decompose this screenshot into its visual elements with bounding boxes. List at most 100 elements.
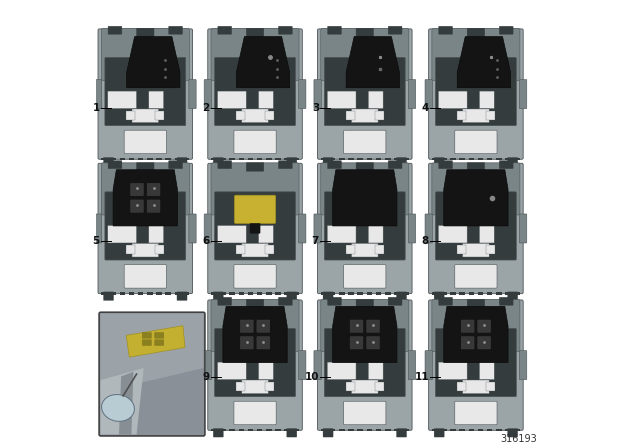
FancyBboxPatch shape xyxy=(438,297,452,305)
Ellipse shape xyxy=(102,395,134,422)
FancyBboxPatch shape xyxy=(321,299,409,352)
FancyBboxPatch shape xyxy=(499,297,513,305)
FancyBboxPatch shape xyxy=(438,91,467,108)
FancyBboxPatch shape xyxy=(211,299,299,352)
FancyBboxPatch shape xyxy=(213,428,223,437)
FancyBboxPatch shape xyxy=(250,224,260,233)
Bar xyxy=(330,158,335,160)
FancyBboxPatch shape xyxy=(246,163,264,171)
FancyBboxPatch shape xyxy=(408,214,415,243)
FancyBboxPatch shape xyxy=(124,265,166,288)
FancyBboxPatch shape xyxy=(467,299,484,308)
Text: 316193: 316193 xyxy=(500,435,538,444)
Bar xyxy=(211,292,216,295)
FancyBboxPatch shape xyxy=(169,161,182,168)
FancyBboxPatch shape xyxy=(278,297,292,305)
FancyBboxPatch shape xyxy=(463,243,489,257)
FancyBboxPatch shape xyxy=(323,157,333,166)
Bar xyxy=(166,292,171,295)
Bar xyxy=(220,158,226,160)
Bar xyxy=(367,292,372,295)
Bar xyxy=(321,292,326,295)
FancyBboxPatch shape xyxy=(346,382,355,391)
Bar xyxy=(348,292,354,295)
Bar xyxy=(156,292,162,295)
FancyBboxPatch shape xyxy=(211,28,299,81)
Bar xyxy=(432,158,437,160)
FancyBboxPatch shape xyxy=(368,225,383,243)
FancyBboxPatch shape xyxy=(499,26,513,34)
FancyBboxPatch shape xyxy=(265,245,274,254)
FancyBboxPatch shape xyxy=(104,157,113,166)
FancyBboxPatch shape xyxy=(155,332,164,338)
Bar xyxy=(394,429,400,431)
Bar xyxy=(257,292,262,295)
FancyBboxPatch shape xyxy=(287,428,297,437)
FancyBboxPatch shape xyxy=(438,26,452,34)
FancyBboxPatch shape xyxy=(455,401,497,425)
FancyBboxPatch shape xyxy=(189,80,196,108)
Bar xyxy=(220,292,226,295)
FancyBboxPatch shape xyxy=(375,111,384,120)
Bar xyxy=(487,429,492,431)
Bar xyxy=(138,158,143,160)
Bar xyxy=(348,158,354,160)
Bar xyxy=(385,429,390,431)
FancyBboxPatch shape xyxy=(218,362,246,379)
FancyBboxPatch shape xyxy=(457,382,466,391)
Bar xyxy=(385,158,390,160)
Bar xyxy=(156,158,162,160)
FancyBboxPatch shape xyxy=(148,225,164,243)
Text: 2: 2 xyxy=(202,103,209,112)
FancyBboxPatch shape xyxy=(214,328,296,396)
FancyBboxPatch shape xyxy=(142,332,152,338)
Bar xyxy=(496,292,502,295)
Bar xyxy=(120,292,125,295)
Bar xyxy=(367,158,372,160)
FancyBboxPatch shape xyxy=(351,243,378,257)
FancyBboxPatch shape xyxy=(213,292,223,301)
FancyBboxPatch shape xyxy=(142,340,152,345)
Bar xyxy=(184,158,189,160)
Bar xyxy=(450,158,456,160)
Bar xyxy=(460,292,465,295)
Bar xyxy=(184,292,189,295)
FancyBboxPatch shape xyxy=(425,80,433,108)
FancyBboxPatch shape xyxy=(356,163,374,171)
FancyBboxPatch shape xyxy=(486,111,495,120)
FancyBboxPatch shape xyxy=(101,28,189,81)
Bar xyxy=(515,158,520,160)
FancyBboxPatch shape xyxy=(432,299,520,352)
FancyBboxPatch shape xyxy=(287,157,297,166)
FancyBboxPatch shape xyxy=(463,109,489,123)
FancyBboxPatch shape xyxy=(368,91,383,108)
Polygon shape xyxy=(126,326,185,357)
Bar xyxy=(403,292,409,295)
Bar xyxy=(101,292,107,295)
FancyBboxPatch shape xyxy=(99,312,205,436)
Text: 7: 7 xyxy=(312,236,319,246)
Bar xyxy=(175,292,180,295)
Bar xyxy=(460,429,465,431)
Bar xyxy=(450,292,456,295)
Bar xyxy=(229,429,235,431)
FancyBboxPatch shape xyxy=(218,225,246,243)
Bar xyxy=(487,292,492,295)
FancyBboxPatch shape xyxy=(218,297,232,305)
Text: 1: 1 xyxy=(92,103,100,112)
FancyBboxPatch shape xyxy=(486,245,495,254)
FancyBboxPatch shape xyxy=(131,183,143,196)
FancyBboxPatch shape xyxy=(479,225,494,243)
FancyBboxPatch shape xyxy=(508,157,518,166)
FancyBboxPatch shape xyxy=(278,161,292,168)
FancyBboxPatch shape xyxy=(434,157,444,166)
FancyBboxPatch shape xyxy=(218,26,232,34)
Bar xyxy=(294,429,299,431)
FancyBboxPatch shape xyxy=(287,292,297,301)
FancyBboxPatch shape xyxy=(438,225,467,243)
FancyBboxPatch shape xyxy=(350,320,363,332)
Bar xyxy=(284,292,290,295)
FancyBboxPatch shape xyxy=(461,336,474,349)
FancyBboxPatch shape xyxy=(328,161,341,168)
Bar xyxy=(477,158,483,160)
